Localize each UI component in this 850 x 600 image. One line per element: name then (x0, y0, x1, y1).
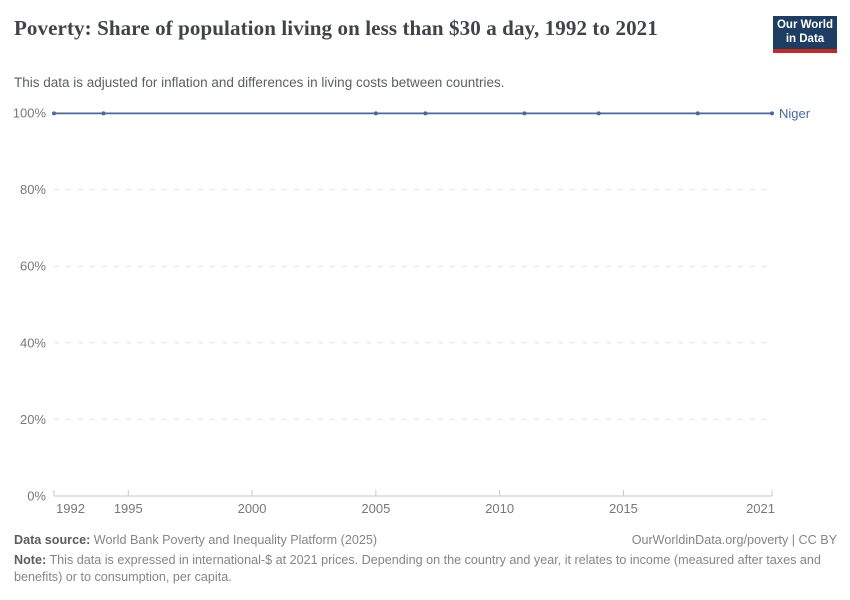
y-axis-label: 80% (20, 182, 46, 197)
x-axis-label: 1995 (114, 501, 143, 516)
data-source: Data source: World Bank Poverty and Ineq… (14, 532, 377, 549)
note-label: Note: (14, 553, 47, 567)
data-point (522, 111, 527, 116)
y-axis-label: 20% (20, 412, 46, 427)
y-axis-label: 60% (20, 259, 46, 274)
data-point (101, 111, 106, 116)
data-point (373, 111, 378, 116)
data-point (596, 111, 601, 116)
series-end-label: Niger (779, 106, 811, 121)
poverty-line-chart: 0% 20% 40% 60% 80% 100% 1992 1995 2000 2005 2010 20… (13, 106, 811, 517)
x-axis-label: 2021 (746, 501, 775, 516)
y-axis-label: 100% (13, 106, 47, 121)
note-text: This data is expressed in international-… (14, 553, 821, 584)
data-point (770, 111, 774, 116)
chart-subtitle: This data is adjusted for inflation and … (14, 75, 505, 90)
data-source-label: Data source: (14, 533, 91, 547)
data-point (52, 111, 56, 116)
owid-logo[interactable]: Our World in Data (773, 16, 837, 53)
x-axis-label: 2015 (609, 501, 638, 516)
data-source-text: World Bank Poverty and Inequality Platfo… (90, 533, 378, 547)
owid-logo-line1: Our World (776, 19, 833, 31)
x-axis-label: 1992 (56, 501, 85, 516)
owid-license-link[interactable]: OurWorldinData.org/poverty | CC BY (631, 533, 837, 547)
owid-logo-line2: in Data (785, 33, 825, 45)
data-point (423, 111, 428, 116)
chart-title: Poverty: Share of population living on l… (14, 16, 658, 40)
x-axis-label: 2000 (238, 501, 267, 516)
x-axis-label: 2005 (361, 501, 390, 516)
y-axis-label: 40% (20, 335, 46, 350)
data-point (695, 111, 700, 116)
chart-footer: Data source: World Bank Poverty and Ineq… (14, 532, 837, 586)
x-axis-label: 2010 (485, 501, 514, 516)
chart-note: Note: This data is expressed in internat… (14, 552, 826, 586)
y-axis-label: 0% (27, 489, 46, 504)
